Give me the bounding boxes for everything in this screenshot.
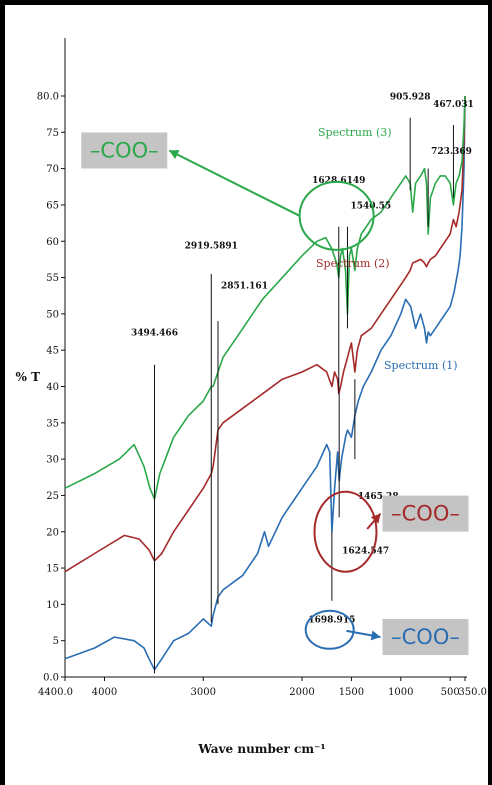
x-tick-label: 1000 — [388, 687, 413, 698]
peak-label: 1624.547 — [342, 547, 389, 557]
y-tick-label: 25 — [46, 491, 59, 502]
y-tick-label: 50 — [46, 309, 59, 320]
coo-label: –COO– — [391, 502, 460, 526]
x-tick-label: 500 — [441, 687, 460, 698]
coo-label: –COO– — [90, 138, 159, 162]
y-tick-label: 35 — [46, 418, 59, 429]
callout-circle — [304, 609, 355, 650]
peak-label: 467.031 — [433, 100, 474, 110]
peak-label: 2919.5891 — [185, 242, 238, 252]
callout-arrow — [168, 149, 301, 217]
y-tick-label: 0.0 — [43, 673, 59, 684]
y-tick-label: 60 — [46, 237, 59, 248]
y-tick-label: 40 — [46, 382, 59, 393]
coo-label: –COO– — [391, 625, 460, 649]
series-line-1 — [64, 95, 466, 671]
peak-label: 905.928 — [390, 93, 431, 103]
peak-label: 1698.915 — [308, 616, 355, 626]
series-label-3: Spectrum (3) — [318, 126, 392, 139]
y-tick-label: 30 — [46, 455, 59, 466]
series-label-1: Spectrum (1) — [384, 359, 458, 372]
x-tick-label: 3000 — [191, 687, 216, 698]
coo-label-box — [382, 619, 469, 656]
y-tick-label: 5 — [53, 636, 59, 647]
series-line-3 — [64, 95, 466, 500]
x-tick-label: 1500 — [339, 687, 364, 698]
peak-label: 2851.161 — [221, 281, 268, 291]
y-tick-label: 80.0 — [37, 92, 59, 103]
coo-label-box — [81, 132, 168, 169]
x-tick-label: 4000 — [92, 687, 117, 698]
peak-label: 1465.28 — [358, 492, 399, 502]
y-tick-label: 20 — [46, 527, 59, 538]
peak-label: 1540.55 — [350, 202, 391, 212]
x-tick-label: 350.0 — [458, 687, 487, 698]
y-tick-label: 75 — [46, 128, 59, 139]
x-tick-label: 4400.0 — [38, 687, 73, 698]
series-label-2: Spectrum (2) — [316, 257, 390, 270]
y-tick-label: 15 — [46, 564, 59, 575]
y-tick-label: 55 — [46, 273, 59, 284]
x-axis-label: Wave number cm⁻¹ — [197, 742, 325, 756]
peak-label: 3494.466 — [131, 329, 178, 339]
callout-arrowhead — [370, 513, 381, 524]
y-tick-label: 10 — [46, 600, 59, 611]
y-axis-label: % T — [15, 370, 40, 384]
callout-arrowhead — [370, 630, 381, 641]
callout-circle — [298, 180, 375, 251]
x-tick-label: 2000 — [289, 687, 314, 698]
callout-arrowhead — [169, 150, 180, 159]
callout-circle — [313, 490, 378, 573]
y-tick-label: 70 — [46, 164, 59, 175]
coo-label-box — [382, 495, 469, 532]
y-tick-label: 45 — [46, 346, 59, 357]
y-tick-label: 65 — [46, 200, 59, 211]
peak-label: 723.369 — [431, 147, 472, 157]
series-line-2 — [64, 95, 466, 573]
